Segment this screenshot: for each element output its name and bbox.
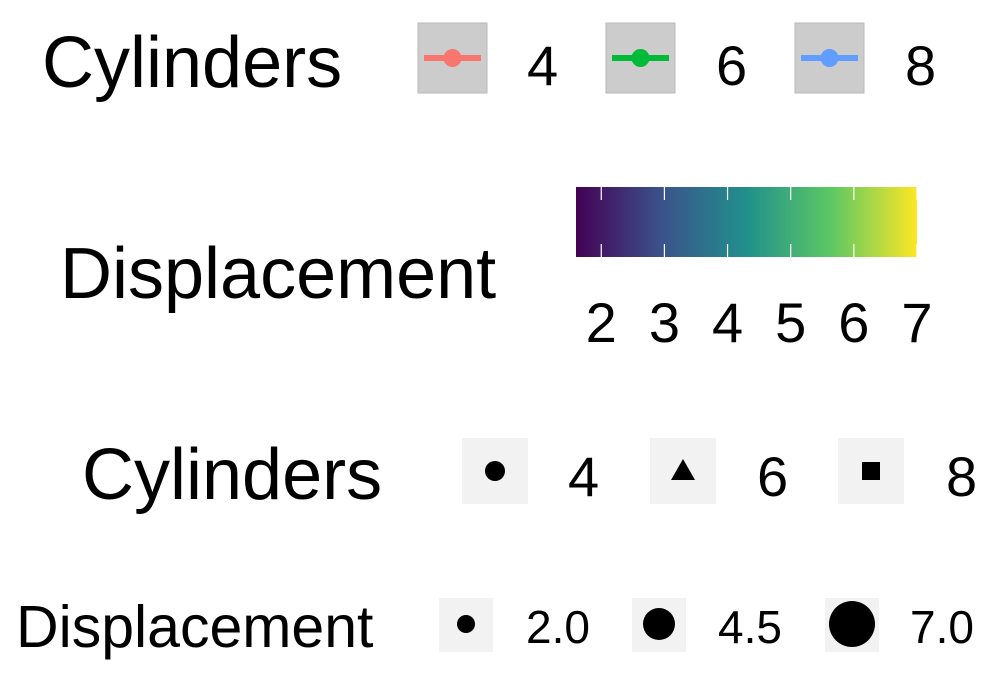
legend-label-6: 6 bbox=[716, 34, 747, 97]
legend-label-7.0: 7.0 bbox=[910, 601, 974, 653]
colorbar bbox=[576, 187, 917, 257]
legend-label-8: 8 bbox=[946, 445, 977, 508]
legend-label-4.5: 4.5 bbox=[718, 601, 782, 653]
colorbar-tick-label-2: 2 bbox=[586, 291, 617, 354]
size-displacement-title: Displacement bbox=[16, 594, 373, 660]
colorbar-tick-label-6: 6 bbox=[838, 291, 869, 354]
color-cylinders-entries: 4 6 8 bbox=[417, 22, 936, 97]
legend-point-8 bbox=[820, 49, 839, 67]
legend-shape-circle bbox=[485, 461, 505, 481]
legend-shape-triangle bbox=[671, 459, 695, 480]
shape-cylinders-entries: 4 6 8 bbox=[462, 438, 977, 508]
legend-size-point-2.0 bbox=[457, 615, 475, 633]
colorbar-tick-label-7: 7 bbox=[901, 291, 932, 354]
legend-point-6 bbox=[631, 49, 650, 67]
size-displacement-legend: Displacement 2.0 4.5 7.0 bbox=[16, 594, 974, 660]
legend-label-4: 4 bbox=[527, 34, 558, 97]
legend-size-point-7.0 bbox=[829, 601, 875, 647]
color-cylinders-title: Cylinders bbox=[42, 23, 342, 103]
legend-label-4: 4 bbox=[568, 445, 599, 508]
color-cylinders-legend: Cylinders 4 6 8 bbox=[42, 22, 936, 103]
legend-point-4 bbox=[443, 49, 462, 67]
colorbar-tick-label-3: 3 bbox=[649, 291, 680, 354]
shape-cylinders-title: Cylinders bbox=[82, 435, 382, 515]
legend-shape-square bbox=[862, 462, 880, 480]
shape-cylinders-legend: Cylinders 4 6 8 bbox=[82, 435, 977, 515]
colorbar-tick-label-5: 5 bbox=[775, 291, 806, 354]
legend-label-6: 6 bbox=[757, 445, 788, 508]
legend-label-8: 8 bbox=[905, 34, 936, 97]
colorbar-tick-label-4: 4 bbox=[712, 291, 743, 354]
legend-label-2.0: 2.0 bbox=[526, 601, 590, 653]
legend-size-point-4.5 bbox=[643, 608, 675, 640]
size-displacement-entries: 2.0 4.5 7.0 bbox=[439, 598, 974, 653]
fill-displacement-title: Displacement bbox=[60, 234, 496, 314]
